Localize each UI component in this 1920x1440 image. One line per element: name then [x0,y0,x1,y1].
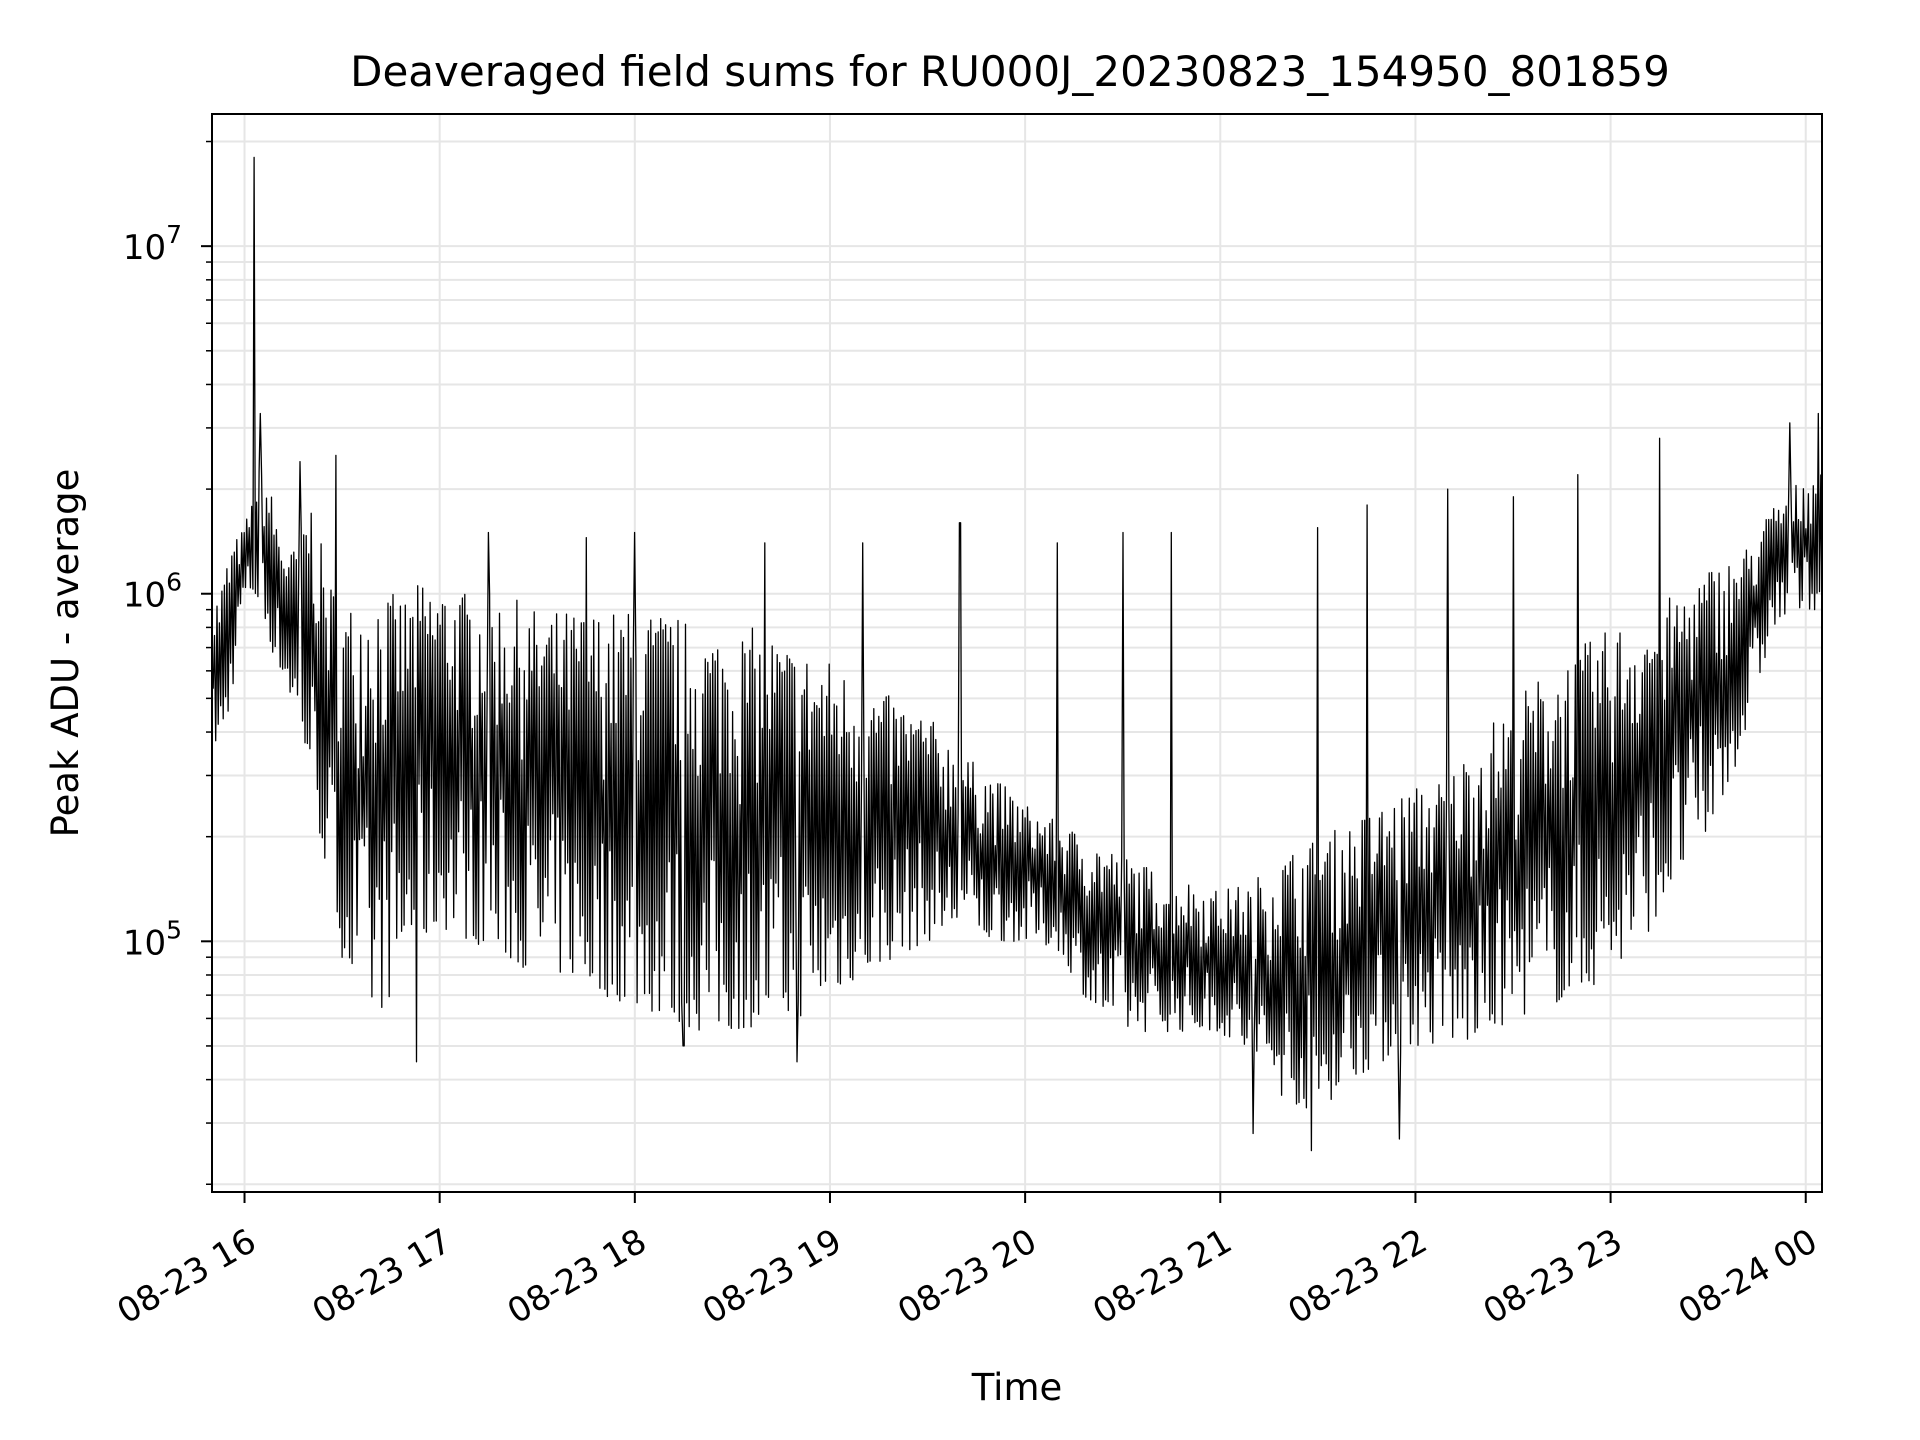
x-axis-label: Time [971,1366,1063,1409]
y-tick-label: 106 [123,568,182,616]
plot-frame [211,113,1823,1193]
y-tick-label: 107 [123,220,182,268]
series-layer [211,156,1823,1152]
y-axis-label: Peak ADU - average [44,469,87,838]
y-axis: 105 106 107 [123,140,212,1186]
y-tick-label: 105 [123,915,182,963]
chart-title: Deaveraged field sums for RU000J_2023082… [350,47,1670,96]
series-line [211,156,1823,1152]
